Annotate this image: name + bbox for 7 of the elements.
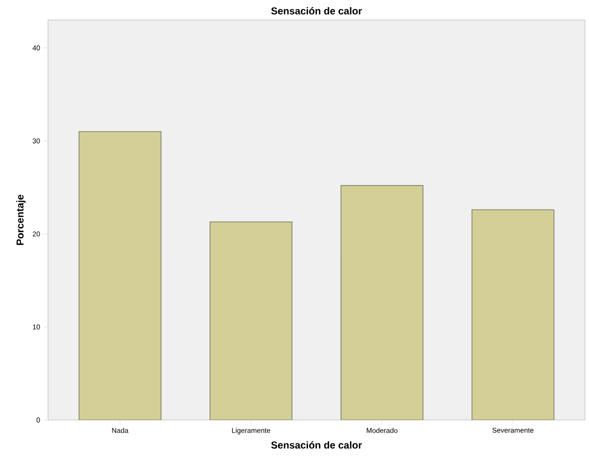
bar bbox=[78, 131, 162, 420]
chart-title: Sensación de calor bbox=[271, 7, 362, 14]
bar bbox=[472, 209, 554, 420]
y-axis-title: Porcentaje bbox=[16, 194, 26, 245]
x-axis-title: Sensación de calor bbox=[271, 441, 362, 449]
bar bbox=[340, 185, 424, 420]
bar bbox=[210, 221, 292, 420]
